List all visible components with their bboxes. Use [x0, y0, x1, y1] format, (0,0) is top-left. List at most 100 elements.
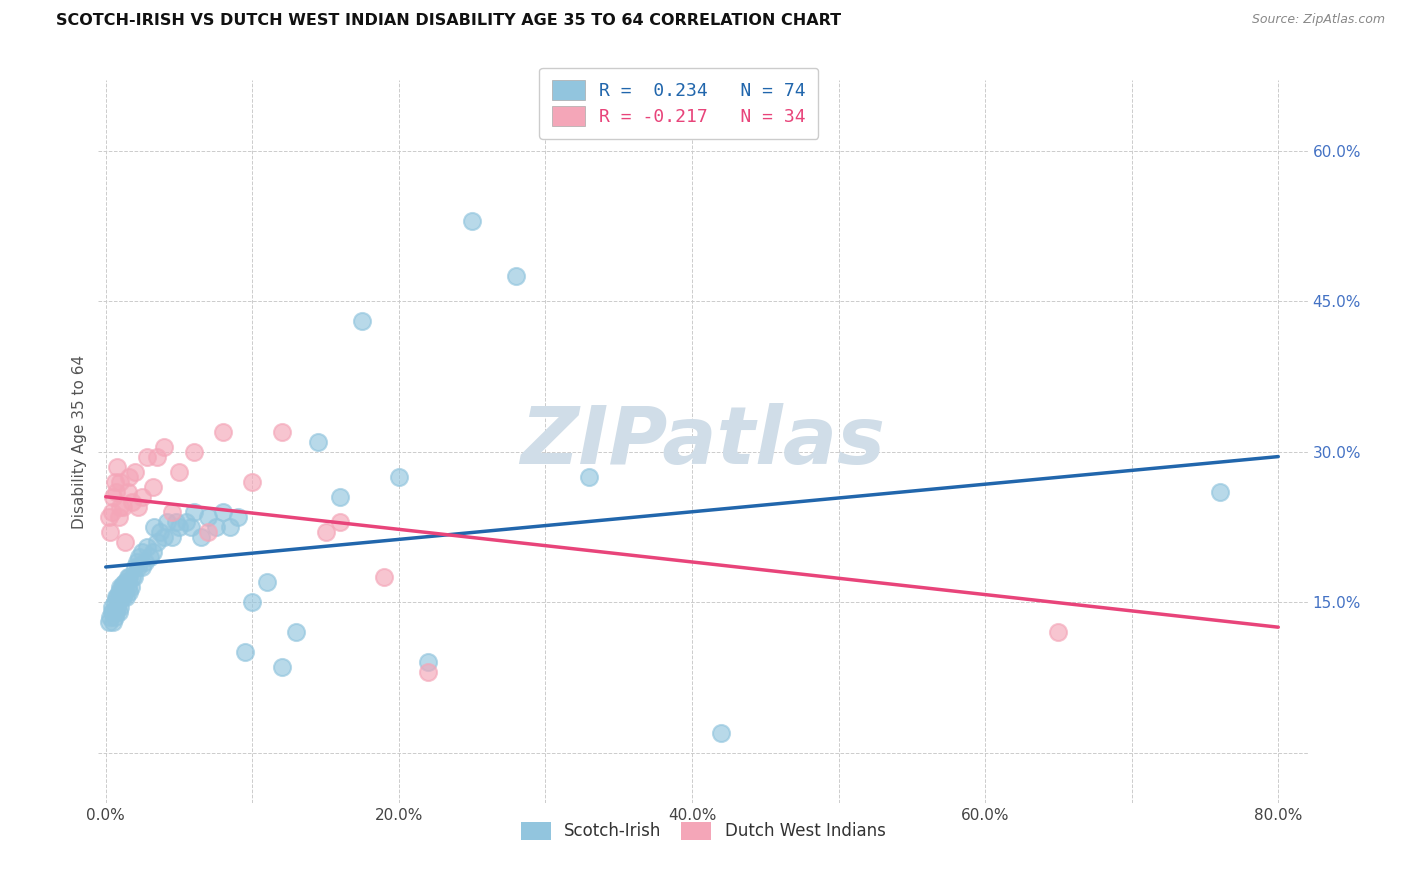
Point	[114, 575, 136, 590]
Point	[110, 600, 132, 615]
Point	[578, 469, 600, 483]
Point	[118, 570, 141, 584]
Point	[124, 465, 146, 479]
Point	[418, 665, 440, 680]
Point	[204, 520, 226, 534]
Point	[101, 490, 124, 504]
Point	[105, 605, 128, 619]
Point	[103, 475, 125, 489]
Point	[285, 625, 308, 640]
Point	[131, 490, 153, 504]
Point	[124, 560, 146, 574]
Point	[176, 515, 198, 529]
Point	[101, 605, 124, 619]
Point	[315, 524, 337, 539]
Point	[183, 444, 205, 458]
Point	[212, 505, 235, 519]
Point	[111, 580, 134, 594]
Point	[240, 475, 263, 489]
Point	[270, 425, 292, 439]
Point	[127, 500, 149, 514]
Point	[105, 590, 128, 604]
Point	[352, 314, 374, 328]
Point	[100, 505, 122, 519]
Point	[388, 469, 411, 483]
Point	[160, 505, 183, 519]
Point	[219, 520, 242, 534]
Point	[131, 545, 153, 559]
Point	[142, 545, 165, 559]
Text: Source: ZipAtlas.com: Source: ZipAtlas.com	[1251, 13, 1385, 27]
Point	[122, 570, 145, 584]
Point	[108, 509, 131, 524]
Point	[98, 610, 121, 624]
Point	[212, 425, 235, 439]
Point	[190, 530, 212, 544]
Point	[373, 570, 395, 584]
Point	[117, 580, 139, 594]
Point	[1047, 625, 1070, 640]
Point	[100, 600, 122, 615]
Point	[146, 535, 169, 549]
Point	[233, 645, 256, 659]
Point	[128, 549, 150, 564]
Point	[125, 555, 148, 569]
Point	[167, 465, 190, 479]
Point	[197, 509, 219, 524]
Point	[146, 450, 169, 464]
Point	[226, 509, 249, 524]
Point	[103, 610, 125, 624]
Point	[153, 440, 176, 454]
Point	[1208, 484, 1230, 499]
Point	[108, 605, 131, 619]
Point	[307, 434, 329, 449]
Text: SCOTCH-IRISH VS DUTCH WEST INDIAN DISABILITY AGE 35 TO 64 CORRELATION CHART: SCOTCH-IRISH VS DUTCH WEST INDIAN DISABI…	[56, 13, 841, 29]
Point	[97, 615, 120, 630]
Point	[138, 549, 160, 564]
Point	[114, 535, 136, 549]
Point	[105, 484, 128, 499]
Point	[107, 600, 129, 615]
Point	[97, 509, 120, 524]
Point	[121, 494, 143, 508]
Point	[101, 615, 124, 630]
Point	[180, 520, 202, 534]
Point	[418, 655, 440, 669]
Point	[329, 490, 352, 504]
Point	[110, 590, 132, 604]
Point	[117, 484, 139, 499]
Point	[118, 585, 141, 599]
Point	[107, 459, 129, 474]
Point	[165, 515, 187, 529]
Point	[183, 505, 205, 519]
Point	[160, 530, 183, 544]
Point	[156, 515, 179, 529]
Point	[110, 475, 132, 489]
Text: ZIPatlas: ZIPatlas	[520, 402, 886, 481]
Point	[710, 725, 733, 739]
Point	[114, 585, 136, 599]
Point	[98, 524, 121, 539]
Point	[270, 660, 292, 674]
Point	[167, 520, 190, 534]
Point	[111, 590, 134, 604]
Point	[153, 530, 176, 544]
Point	[142, 480, 165, 494]
Point	[100, 605, 122, 619]
Point	[505, 268, 527, 283]
Point	[115, 577, 138, 591]
Point	[143, 520, 166, 534]
Point	[110, 580, 132, 594]
Point	[103, 595, 125, 609]
Point	[117, 570, 139, 584]
Point	[118, 469, 141, 483]
Point	[131, 560, 153, 574]
Y-axis label: Disability Age 35 to 64: Disability Age 35 to 64	[72, 354, 87, 529]
Point	[112, 577, 135, 591]
Legend: Scotch-Irish, Dutch West Indians: Scotch-Irish, Dutch West Indians	[512, 814, 894, 848]
Point	[115, 590, 138, 604]
Point	[120, 580, 142, 594]
Point	[256, 575, 278, 590]
Point	[135, 450, 157, 464]
Point	[127, 560, 149, 574]
